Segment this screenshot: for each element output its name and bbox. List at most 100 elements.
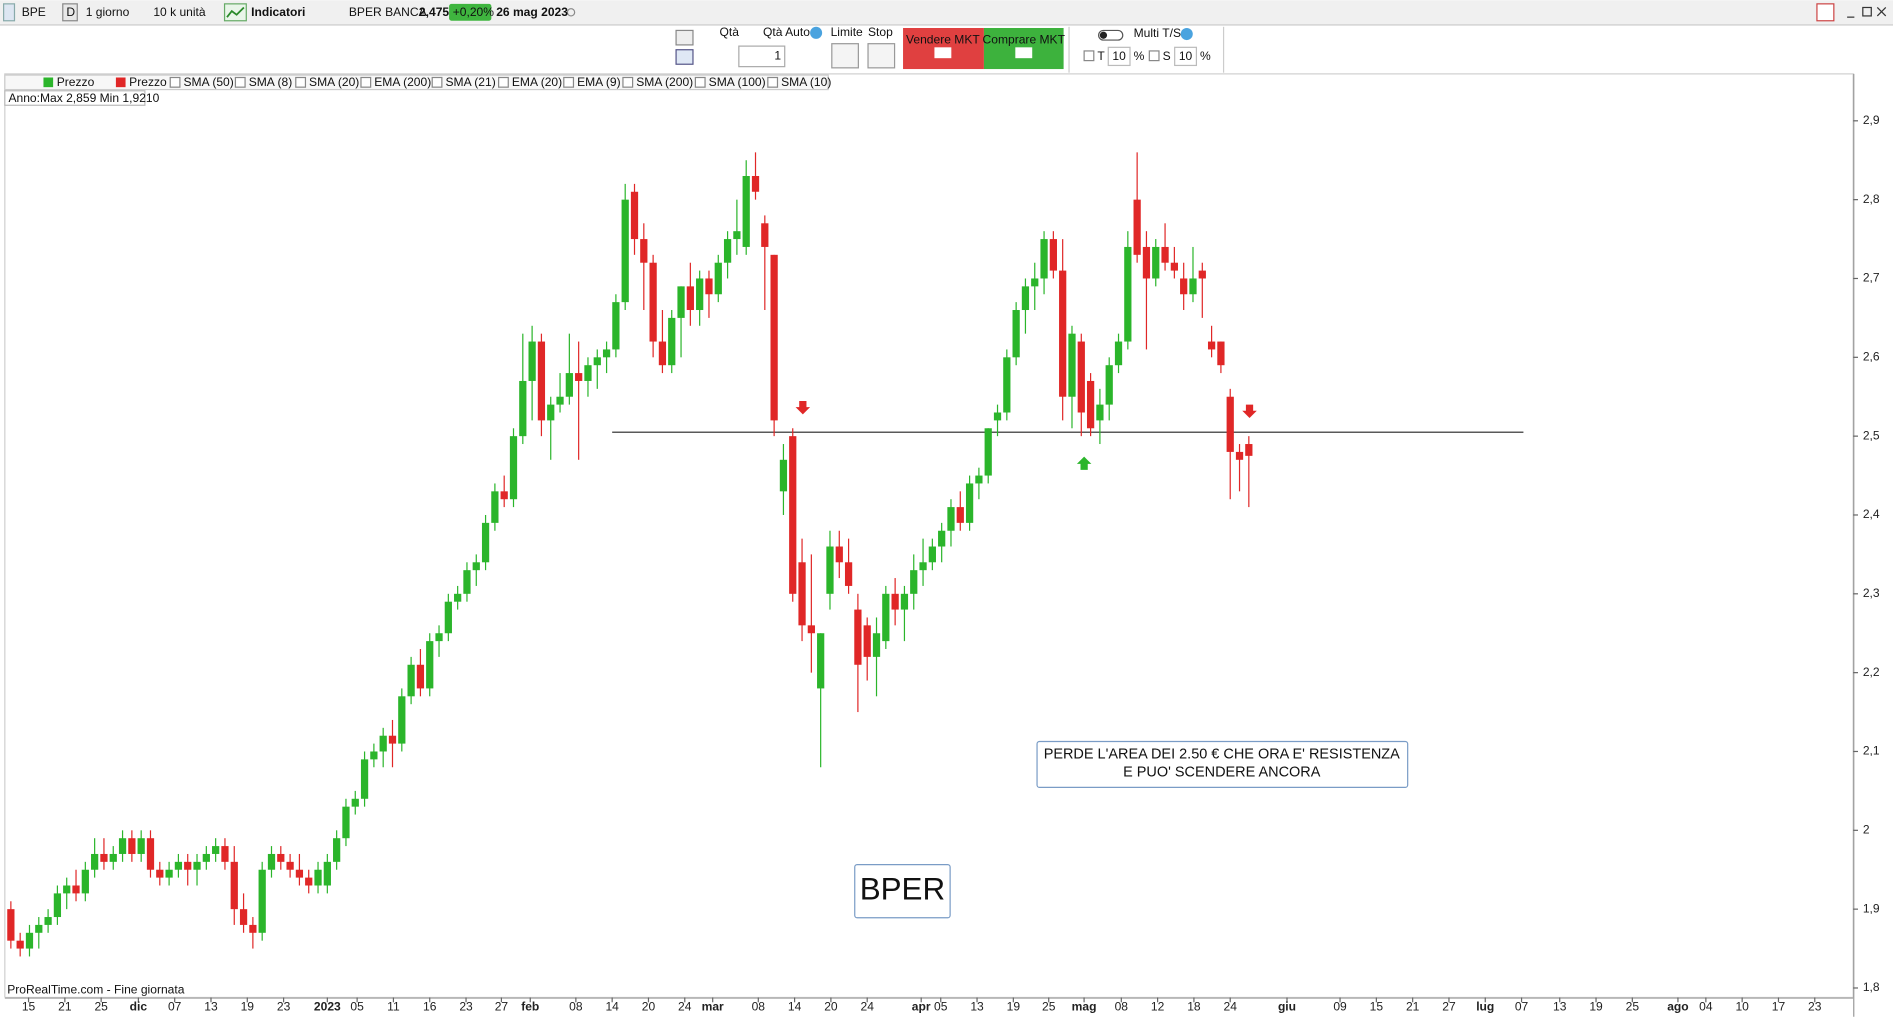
legend-checkbox[interactable]: [622, 76, 634, 88]
candle-body: [602, 349, 611, 358]
candle-body: [500, 491, 508, 500]
x-tick-label: 27: [1442, 999, 1456, 1013]
legend-item: SMA (20): [309, 75, 359, 89]
checkbox[interactable]: [1148, 50, 1160, 62]
candle-body: [714, 262, 722, 295]
candle-body: [16, 940, 24, 949]
candle-body: [379, 735, 387, 752]
t-input[interactable]: [1107, 46, 1131, 67]
y-tick-label: 2,8: [1863, 192, 1880, 206]
candle-body: [640, 239, 648, 263]
candle-body: [742, 175, 750, 247]
order-multi: Multi T/S: [1134, 26, 1181, 40]
s-input[interactable]: [1174, 46, 1198, 67]
legend-checkbox[interactable]: [497, 76, 509, 88]
x-tick-label: 25: [1042, 999, 1056, 1013]
legend-item: SMA (200): [636, 75, 693, 89]
x-tick-label: 24: [1224, 999, 1238, 1013]
toolbar-instrument: BPER BANCA: [349, 5, 428, 19]
legend-item: SMA (21): [445, 75, 495, 89]
info-box: [4, 90, 146, 106]
checkbox[interactable]: [1083, 50, 1095, 62]
candle-body: [109, 853, 117, 862]
candle-body: [463, 570, 471, 594]
x-tick-label: 20: [824, 999, 838, 1013]
candle-body: [1180, 278, 1188, 295]
qty-input[interactable]: [738, 45, 786, 68]
candle-body: [770, 254, 778, 421]
tool-icon[interactable]: [675, 29, 694, 46]
period-box[interactable]: [62, 3, 78, 22]
candle-body: [658, 341, 667, 366]
x-tick-label: 23: [277, 999, 291, 1013]
candle-body: [649, 262, 657, 342]
candle-body: [1021, 286, 1030, 311]
x-tick-label: 2023: [314, 999, 341, 1013]
candle-body: [621, 199, 629, 303]
legend-checkbox[interactable]: [169, 76, 181, 88]
annotation-line: PERDE L'AREA DEI 2.50 € CHE ORA E' RESIS…: [1044, 747, 1400, 763]
candle-body: [416, 664, 425, 689]
x-tick-label: apr: [912, 999, 931, 1013]
top-bar: [0, 0, 1893, 25]
x-tick-label: 04: [1699, 999, 1713, 1013]
close[interactable]: [1876, 7, 1887, 17]
legend-item: Prezzo: [129, 75, 167, 89]
x-tick-label: 25: [1626, 999, 1640, 1013]
indicators-glyph: [226, 6, 245, 18]
candle-body: [1207, 341, 1216, 350]
candle-body: [919, 562, 927, 571]
annotation-box: [1036, 740, 1409, 788]
legend-checkbox[interactable]: [563, 76, 575, 88]
keypad-icon[interactable]: [675, 49, 694, 65]
y-tick-label: 2,6: [1863, 350, 1880, 364]
legend-checkbox[interactable]: [431, 76, 443, 88]
candle-body: [928, 546, 936, 563]
candle-body: [407, 664, 415, 697]
legend-checkbox[interactable]: [295, 76, 307, 88]
legend-item: SMA (100): [709, 75, 766, 89]
toolbar-change: +0,20%: [453, 5, 495, 19]
toolbar-indicators-button: Indicatori: [251, 5, 305, 19]
legend-checkbox[interactable]: [234, 76, 246, 88]
x-tick-label: giu: [1278, 999, 1296, 1013]
restore[interactable]: [1862, 6, 1872, 17]
candle-body: [612, 302, 620, 350]
x-tick-label: 14: [788, 999, 802, 1013]
stop-button[interactable]: [867, 43, 896, 69]
candle-body: [593, 357, 601, 366]
candle-body: [305, 877, 313, 886]
candle-body: [686, 286, 694, 311]
limit-button[interactable]: [831, 43, 859, 69]
candle-body: [938, 530, 946, 547]
sell-arrow: [795, 401, 811, 415]
candle-body: [1124, 246, 1132, 342]
legend-checkbox[interactable]: [694, 76, 706, 88]
x-tick-label: 19: [241, 999, 255, 1013]
scroll-icon[interactable]: [3, 3, 16, 22]
candle-body: [696, 278, 704, 311]
legend-checkbox[interactable]: [360, 76, 372, 88]
candle-body: [584, 365, 592, 381]
y-tick-label: 2: [1863, 823, 1870, 837]
candle-body: [565, 373, 573, 397]
candle-body: [426, 641, 434, 689]
toolbar-last: 2,475: [419, 5, 449, 19]
candle-body: [91, 853, 99, 870]
legend-checkbox[interactable]: [767, 76, 779, 88]
candle-body: [993, 412, 1002, 421]
x-tick-label: ago: [1667, 999, 1688, 1013]
order-t-value: 10: [1112, 49, 1126, 63]
sync-icon[interactable]: [1816, 3, 1835, 22]
x-tick-label: 23: [1808, 999, 1822, 1013]
buy-glyph: [1015, 47, 1033, 59]
candle-body: [900, 593, 909, 610]
x-axis-area: [0, 997, 1893, 1017]
indicators-icon[interactable]: [223, 3, 247, 22]
candle-body: [854, 609, 862, 665]
x-tick-label: feb: [521, 999, 539, 1013]
order-s-value: 10: [1179, 49, 1193, 63]
candle-body: [863, 625, 871, 657]
annotation-line: E PUO' SCENDERE ANCORA: [1123, 765, 1321, 781]
